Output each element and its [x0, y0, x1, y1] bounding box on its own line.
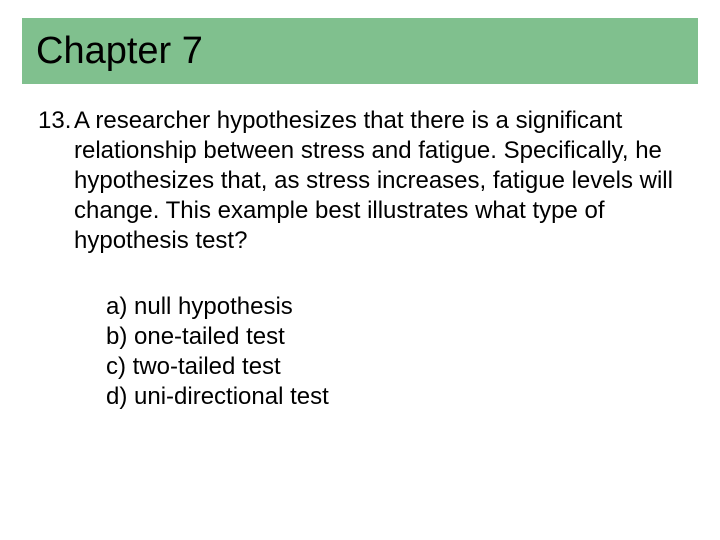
chapter-header: Chapter 7: [22, 18, 698, 84]
option-c: c) two-tailed test: [106, 352, 682, 382]
options-list: a) null hypothesis b) one-tailed test c)…: [106, 292, 682, 412]
option-d: d) uni-directional test: [106, 382, 682, 412]
question-number: 13.: [38, 106, 74, 136]
slide: Chapter 7 13. A researcher hypothesizes …: [0, 0, 720, 540]
question-block: 13. A researcher hypothesizes that there…: [38, 106, 682, 412]
question-text: A researcher hypothesizes that there is …: [74, 106, 682, 256]
option-a: a) null hypothesis: [106, 292, 682, 322]
option-b: b) one-tailed test: [106, 322, 682, 352]
chapter-title: Chapter 7: [36, 30, 203, 73]
question-row: 13. A researcher hypothesizes that there…: [38, 106, 682, 256]
